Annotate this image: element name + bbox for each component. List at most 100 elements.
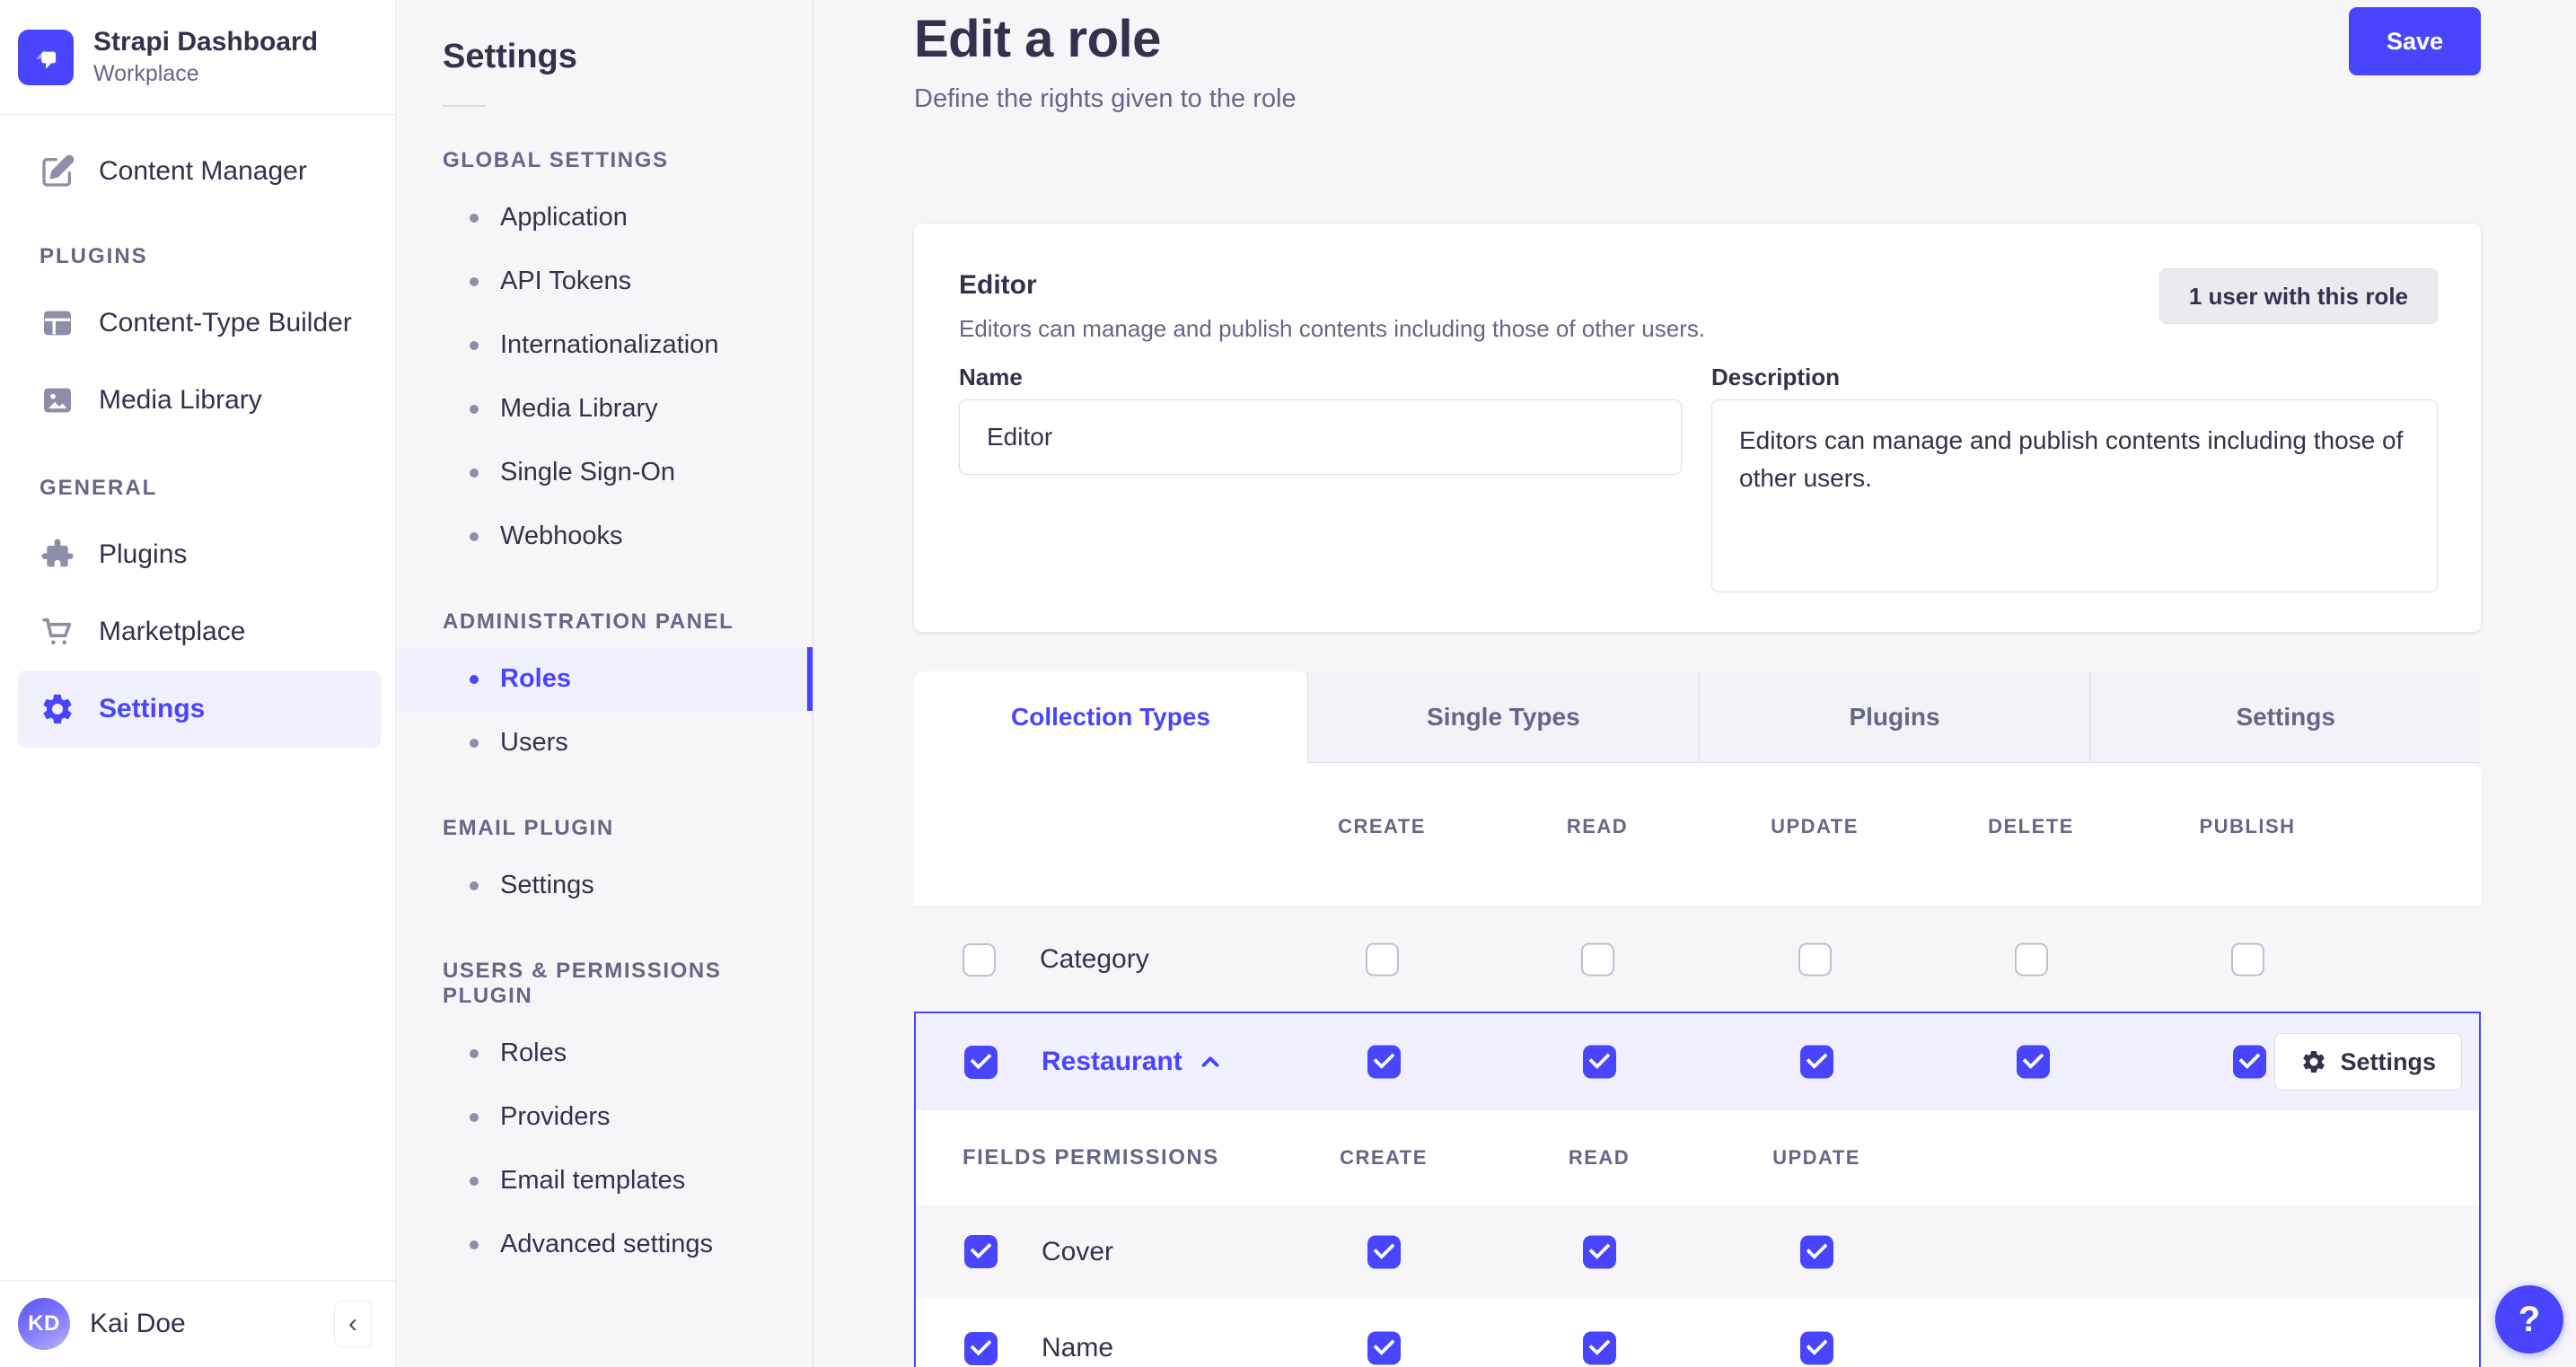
- settings-item-email-templates[interactable]: Email templates: [396, 1149, 813, 1213]
- restaurant-read-checkbox[interactable]: [1583, 1045, 1616, 1079]
- table-row-name: Name: [916, 1298, 2479, 1367]
- table-row-category: Category: [914, 907, 2481, 1012]
- restaurant-create-checkbox[interactable]: [1367, 1045, 1401, 1079]
- settings-item-internationalization[interactable]: Internationalization: [396, 313, 813, 377]
- table-row-cover: Cover: [916, 1205, 2479, 1298]
- settings-section-users-permissions: USERS & PERMISSIONS PLUGIN: [443, 959, 722, 1008]
- users-with-role-button[interactable]: 1 user with this role: [2158, 268, 2438, 324]
- settings-item-label: API Tokens: [500, 267, 632, 295]
- row-label: Restaurant: [1042, 1047, 1182, 1076]
- settings-item-label: Advanced settings: [500, 1230, 713, 1258]
- settings-sidebar: Settings GLOBAL SETTINGS Application API…: [396, 0, 813, 1367]
- category-create-checkbox[interactable]: [1366, 942, 1399, 977]
- divider: [443, 105, 486, 107]
- tab-single-types[interactable]: Single Types: [1307, 671, 1699, 763]
- name-read-checkbox[interactable]: [1583, 1331, 1616, 1365]
- bullet-icon: [470, 881, 479, 890]
- settings-item-api-tokens[interactable]: API Tokens: [396, 250, 813, 313]
- sidebar-item-label: Content Manager: [99, 156, 307, 186]
- category-update-checkbox[interactable]: [1798, 942, 1832, 977]
- settings-item-webhooks[interactable]: Webhooks: [396, 504, 813, 568]
- tab-settings[interactable]: Settings: [2089, 671, 2482, 763]
- sidebar-section-plugins: PLUGINS: [40, 244, 148, 268]
- settings-item-roles-up[interactable]: Roles: [396, 1021, 813, 1085]
- question-mark-icon: ?: [2518, 1299, 2541, 1339]
- settings-section-email-plugin: EMAIL PLUGIN: [443, 816, 614, 840]
- cover-create-checkbox[interactable]: [1367, 1235, 1401, 1268]
- settings-item-application[interactable]: Application: [396, 186, 813, 250]
- category-row-checkbox[interactable]: [963, 942, 996, 977]
- bullet-icon: [470, 213, 479, 223]
- settings-item-providers[interactable]: Providers: [396, 1085, 813, 1149]
- cart-icon: [40, 614, 75, 650]
- sidebar-item-settings[interactable]: Settings: [18, 670, 381, 748]
- settings-item-email-settings[interactable]: Settings: [396, 854, 813, 917]
- permissions-tabs: Collection Types Single Types Plugins Se…: [914, 671, 2482, 763]
- bullet-icon: [470, 738, 479, 748]
- collapse-sidebar-button[interactable]: ‹: [334, 1301, 372, 1347]
- restaurant-publish-checkbox[interactable]: [2233, 1045, 2266, 1079]
- sidebar-item-media-library[interactable]: Media Library: [0, 362, 395, 439]
- settings-item-label: Application: [500, 203, 628, 232]
- brand-text: Strapi Dashboard Workplace: [93, 27, 318, 87]
- cover-row-checkbox[interactable]: [964, 1235, 998, 1268]
- restaurant-delete-checkbox[interactable]: [2017, 1045, 2050, 1079]
- cover-update-checkbox[interactable]: [1800, 1235, 1833, 1268]
- settings-item-label: Internationalization: [500, 330, 719, 359]
- fields-permissions-header: FIELDS PERMISSIONS CREATE READ UPDATE: [916, 1110, 2479, 1205]
- role-name-input[interactable]: [959, 399, 1682, 475]
- sidebar-item-content-type-builder[interactable]: Content-Type Builder: [0, 285, 395, 362]
- table-row-restaurant: Restaurant Settings: [916, 1013, 2479, 1110]
- bullet-icon: [470, 1048, 479, 1058]
- tab-collection-types[interactable]: Collection Types: [914, 671, 1307, 763]
- cover-read-checkbox[interactable]: [1583, 1235, 1616, 1268]
- category-publish-checkbox[interactable]: [2231, 942, 2264, 977]
- name-update-checkbox[interactable]: [1800, 1331, 1833, 1365]
- bullet-icon: [470, 1112, 479, 1122]
- settings-item-users[interactable]: Users: [396, 711, 813, 775]
- brand-title: Strapi Dashboard: [93, 27, 319, 57]
- settings-item-label: Settings: [500, 871, 594, 899]
- description-field-label: Description: [1711, 364, 1841, 390]
- sidebar-section-general: GENERAL: [40, 476, 158, 500]
- fields-column-update: UPDATE: [1772, 1146, 1860, 1169]
- sidebar-item-marketplace[interactable]: Marketplace: [0, 593, 395, 670]
- category-read-checkbox[interactable]: [1581, 942, 1614, 977]
- tab-plugins[interactable]: Plugins: [1698, 671, 2090, 763]
- sidebar-item-content-manager[interactable]: Content Manager: [0, 133, 395, 210]
- help-button[interactable]: ?: [2495, 1285, 2563, 1354]
- settings-section-admin-panel: ADMINISTRATION PANEL: [443, 609, 734, 634]
- brand-block[interactable]: Strapi Dashboard Workplace: [0, 0, 395, 115]
- bullet-icon: [470, 674, 479, 684]
- chevron-up-icon[interactable]: [1197, 1048, 1224, 1075]
- settings-section-global: GLOBAL SETTINGS: [443, 148, 669, 172]
- settings-item-roles-admin[interactable]: Roles: [396, 647, 813, 711]
- settings-item-media-library[interactable]: Media Library: [396, 377, 813, 441]
- settings-item-label: Media Library: [500, 394, 658, 423]
- category-delete-checkbox[interactable]: [2015, 942, 2048, 977]
- role-details-card: Editor Editors can manage and publish co…: [914, 223, 2481, 632]
- row-label: Category: [1040, 944, 1149, 974]
- pen-icon: [40, 153, 75, 189]
- settings-item-advanced-settings[interactable]: Advanced settings: [396, 1213, 813, 1276]
- column-header-delete: DELETE: [1988, 815, 2074, 837]
- settings-item-single-sign-on[interactable]: Single Sign-On: [396, 441, 813, 504]
- avatar[interactable]: KD: [18, 1298, 70, 1350]
- sidebar-footer: KD Kai Doe ‹: [0, 1280, 395, 1367]
- name-row-checkbox[interactable]: [964, 1331, 998, 1365]
- sidebar-item-plugins[interactable]: Plugins: [0, 516, 395, 593]
- name-field-label: Name: [959, 364, 1023, 390]
- name-create-checkbox[interactable]: [1367, 1331, 1401, 1365]
- restaurant-expanded-group: Restaurant Settings: [914, 1012, 2481, 1367]
- save-button[interactable]: Save: [2348, 7, 2481, 75]
- bullet-icon: [470, 468, 479, 478]
- bullet-icon: [470, 1240, 479, 1249]
- restaurant-row-checkbox[interactable]: [964, 1045, 998, 1079]
- sidebar-item-label: Plugins: [99, 539, 188, 569]
- restaurant-settings-button[interactable]: Settings: [2274, 1033, 2462, 1091]
- settings-item-label: Users: [500, 728, 568, 757]
- role-description-textarea[interactable]: Editors can manage and publish contents …: [1711, 399, 2438, 592]
- column-header-update: UPDATE: [1771, 815, 1859, 837]
- settings-item-label: Roles: [500, 664, 571, 693]
- restaurant-update-checkbox[interactable]: [1800, 1045, 1833, 1079]
